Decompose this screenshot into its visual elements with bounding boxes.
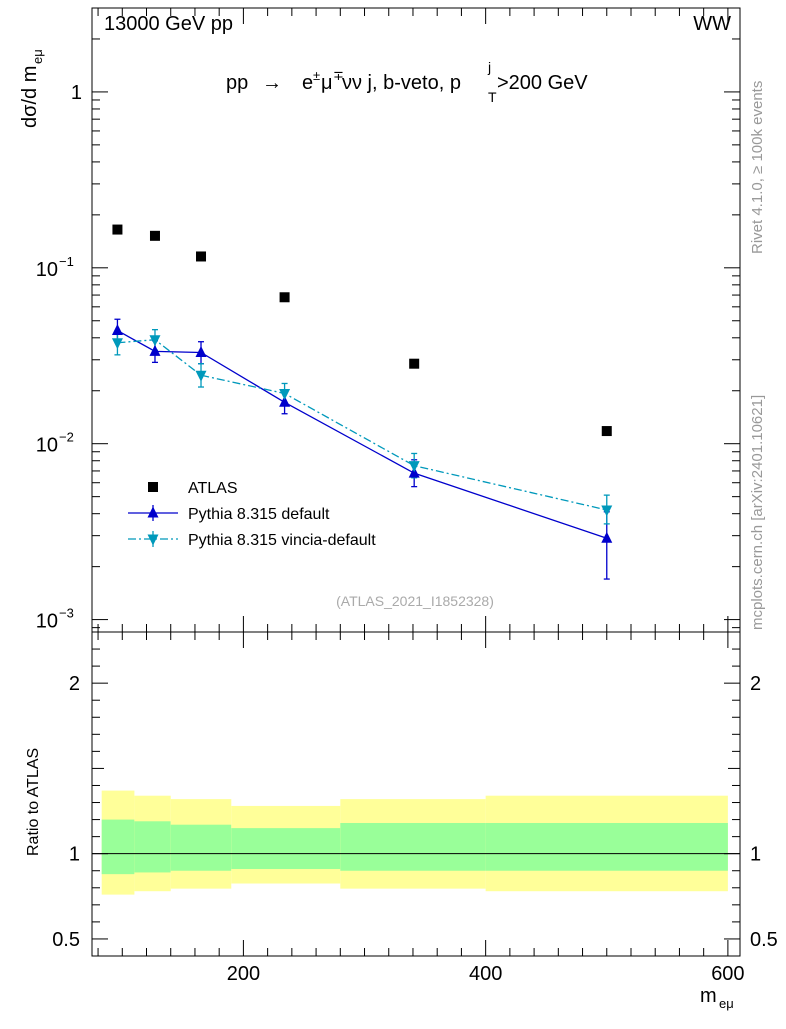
data-point [408, 461, 420, 473]
data-point [149, 335, 161, 347]
data-point [149, 230, 160, 241]
main-ylabel: dσ/d m eμ [19, 49, 45, 128]
energy-label: 13000 GeV pp [104, 13, 233, 35]
ratio-inner-band [340, 822, 486, 871]
series-line [117, 329, 607, 539]
title-pm: ± [313, 68, 320, 83]
main-ylabel-sub: eμ [30, 49, 45, 64]
ratio-y-tick-labels: 0.5 0.5 1 1 2 2 [52, 673, 778, 951]
ratio-inner-band [485, 822, 728, 871]
title-arrow: → [262, 72, 282, 94]
ratio-inner-band [134, 821, 171, 873]
legend-label: ATLAS [188, 480, 238, 497]
x-axis-label-text: m [700, 985, 717, 1007]
title-mp: ∓ [333, 68, 344, 83]
ratio-y-tick-label-left: 0.5 [52, 929, 80, 951]
data-point [195, 370, 207, 382]
ratio-bands [101, 790, 728, 895]
process-label: WW [693, 13, 731, 35]
legend-marker [148, 482, 158, 492]
ratio-y-tick-label-right: 0.5 [750, 929, 778, 951]
legend-marker [147, 534, 159, 546]
data-point [112, 224, 123, 235]
mcplots-label: mcplots.cern.ch [arXiv:2401.10621] [749, 395, 766, 630]
ratio-y-tick-label-left: 1 [69, 844, 80, 866]
title-sub: T [488, 89, 497, 105]
title-mu: μ [321, 72, 333, 94]
ratio-y-tick-label-right: 2 [750, 673, 761, 695]
data-point [601, 505, 613, 517]
main-y-tick-label: 1 [71, 82, 82, 104]
data-point [196, 251, 207, 262]
legend: ATLAS Pythia 8.315 default Pythia 8.315 vi… [128, 480, 376, 549]
data-point [279, 395, 291, 407]
main-y-tick-exponent: −2 [59, 430, 74, 445]
data-point [195, 345, 207, 357]
title-e: e [302, 72, 313, 94]
x-tick-label: 600 [711, 963, 744, 985]
ratio-y-tick-label-right: 1 [750, 844, 761, 866]
main-y-tick-exponent: −1 [59, 254, 74, 269]
ratio-panel: 0.5 0.5 1 1 2 2 200 400 600 [52, 631, 778, 985]
main-y-tick-label: 10 [36, 611, 58, 633]
data-point [409, 358, 420, 369]
x-tick-label: 400 [469, 963, 502, 985]
rivet-label: Rivet 4.1.0, ≥ 100k events [749, 81, 766, 254]
x-axis-label: m eμ [700, 985, 734, 1011]
data-point [601, 531, 613, 543]
legend-label: Pythia 8.315 default [188, 506, 330, 523]
title-tail: >200 GeV [497, 72, 588, 94]
legend-marker [147, 506, 159, 518]
ratio-inner-band [170, 824, 232, 871]
x-axis-label-sub: eμ [719, 996, 734, 1011]
ratio-ticks [92, 632, 740, 956]
data-point [149, 344, 161, 356]
title-rest: νν j, b-veto, p [342, 72, 461, 94]
main-y-tick-labels: 110−110−210−3 [36, 82, 82, 633]
x-tick-labels: 200 400 600 [227, 963, 745, 985]
plot-title: pp → e ± μ ∓ νν j, b-veto, p j T >200 Ge… [226, 59, 588, 105]
main-ticks [92, 7, 740, 632]
main-markers [111, 224, 613, 543]
data-point [111, 338, 123, 350]
title-lhs: pp [226, 72, 248, 94]
data-point [111, 324, 123, 336]
data-point [279, 388, 291, 400]
x-tick-label: 200 [227, 963, 260, 985]
main-ylabel-text: dσ/d m [19, 66, 41, 128]
ratio-inner-band [231, 828, 341, 870]
data-point [279, 292, 290, 303]
ratio-y-tick-label-left: 2 [69, 673, 80, 695]
main-y-tick-label: 10 [36, 435, 58, 457]
main-y-tick-label: 10 [36, 259, 58, 281]
watermark: (ATLAS_2021_I1852328) [336, 593, 494, 609]
ratio-ylabel: Ratio to ATLAS [25, 748, 42, 856]
main-y-tick-exponent: −3 [59, 606, 74, 621]
ratio-frame [91, 631, 741, 957]
legend-label: Pythia 8.315 vincia-default [188, 532, 376, 549]
main-series-lines [117, 329, 607, 539]
data-point [601, 426, 612, 437]
ratio-inner-band [101, 819, 135, 875]
title-sup: j [487, 59, 491, 75]
main-panel: 110−110−210−3 (ATLAS_2021_I1852328) ATLA… [36, 7, 741, 633]
